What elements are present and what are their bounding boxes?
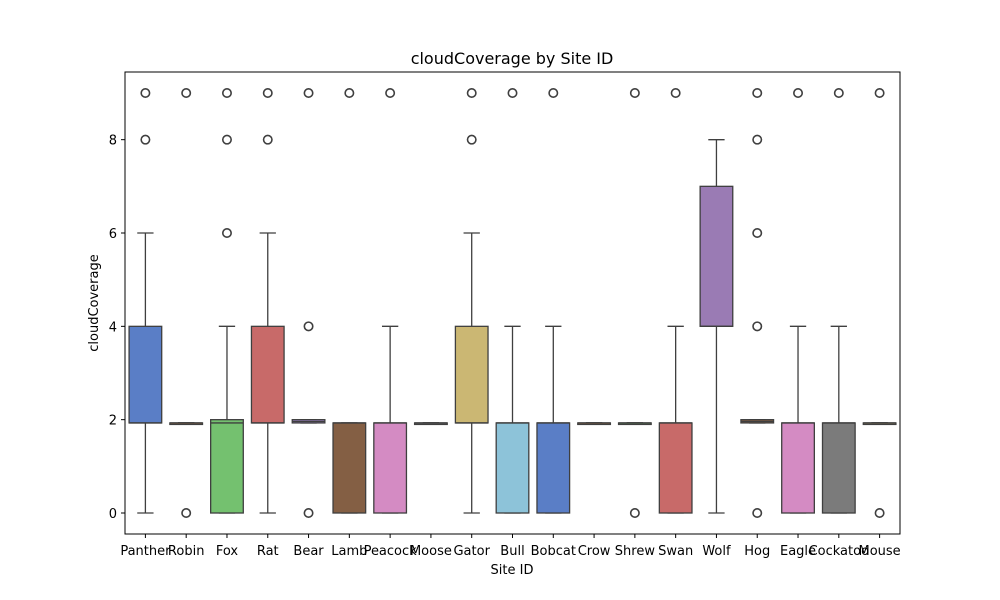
outlier-point	[303, 321, 314, 332]
x-tick-label: Shrew	[615, 544, 656, 559]
box-iqr	[332, 422, 367, 514]
x-tick-label: Bull	[500, 544, 524, 559]
box-iqr	[699, 185, 734, 327]
y-tick-label: 8	[109, 134, 117, 149]
outlier-point	[466, 134, 477, 145]
box-hog	[740, 88, 775, 518]
y-tick-label: 0	[109, 507, 117, 522]
x-tick-label: Moose	[410, 544, 452, 559]
outlier-point	[221, 134, 232, 145]
box-iqr	[454, 325, 489, 424]
outlier-point	[221, 228, 232, 239]
box-iqr	[373, 422, 408, 514]
outlier-point	[752, 88, 763, 99]
box-iqr	[821, 422, 856, 514]
x-tick-label: Bear	[293, 544, 324, 559]
outlier-point	[344, 88, 355, 99]
box-fox	[210, 88, 244, 514]
outlier-point	[752, 321, 763, 332]
outlier-point	[874, 507, 885, 518]
outlier-point	[793, 88, 804, 99]
outlier-point	[385, 88, 396, 99]
box-shrew	[617, 88, 652, 518]
chart-title: cloudCoverage by Site ID	[411, 49, 614, 68]
x-tick-label: Lamb	[331, 544, 367, 559]
box-cockatoo	[821, 88, 856, 514]
outlier-point	[262, 88, 273, 99]
box-panther	[128, 88, 163, 514]
outlier-point	[303, 507, 314, 518]
y-tick-label: 2	[109, 414, 117, 429]
box-wolf	[699, 139, 734, 514]
x-tick-label: Cockatoo	[809, 544, 869, 559]
outlier-point	[466, 88, 477, 99]
box-iqr	[250, 325, 285, 424]
x-tick-label: Panther	[120, 544, 171, 559]
x-tick-label: Hog	[744, 544, 770, 559]
box-peacock	[373, 88, 408, 514]
outlier-point	[752, 134, 763, 145]
outlier-point	[629, 88, 640, 99]
x-tick-label: Rat	[257, 544, 279, 559]
outlier-point	[221, 88, 232, 99]
y-tick-label: 4	[109, 320, 117, 335]
box-iqr	[128, 325, 163, 424]
box-robin	[169, 88, 204, 518]
box-bobcat	[536, 88, 571, 514]
x-tick-label: Crow	[578, 544, 611, 559]
box-iqr	[658, 422, 693, 514]
x-tick-label: Eagle	[780, 544, 816, 559]
box-iqr	[210, 419, 244, 514]
box-iqr	[495, 422, 530, 514]
box-mouse	[862, 88, 897, 518]
box-iqr	[781, 422, 815, 514]
box-eagle	[781, 88, 815, 514]
outlier-point	[140, 134, 151, 145]
outlier-point	[833, 88, 844, 99]
outlier-point	[181, 88, 192, 99]
outlier-point	[874, 88, 885, 99]
outlier-point	[629, 507, 640, 518]
outlier-point	[140, 88, 151, 99]
x-axis-label: Site ID	[491, 563, 534, 578]
outlier-point	[548, 88, 559, 99]
outlier-point	[752, 507, 763, 518]
y-axis: 0 2 4 6 8	[109, 134, 125, 522]
x-tick-label: Fox	[216, 544, 239, 559]
box-lamb	[332, 88, 367, 514]
x-tick-label: Robin	[168, 544, 205, 559]
outlier-point	[507, 88, 518, 99]
outlier-point	[181, 507, 192, 518]
y-tick-label: 6	[109, 227, 117, 242]
box-iqr	[536, 422, 571, 514]
box-gator	[454, 88, 489, 514]
box-moose	[413, 422, 448, 426]
x-tick-label: Swan	[658, 544, 693, 559]
outlier-point	[752, 228, 763, 239]
x-tick-label: Bobcat	[531, 544, 576, 559]
outlier-point	[262, 134, 273, 145]
box-rat	[250, 88, 285, 514]
plot-frame	[124, 71, 901, 535]
box-bull	[495, 88, 530, 514]
outlier-point	[670, 88, 681, 99]
x-tick-label: Mouse	[859, 544, 901, 559]
outlier-point	[303, 88, 314, 99]
x-tick-label: Wolf	[702, 544, 731, 559]
plot-area	[128, 88, 897, 518]
x-tick-label: Peacock	[364, 544, 418, 559]
box-bear	[291, 88, 326, 518]
x-tick-label: Gator	[453, 544, 490, 559]
box-swan	[658, 88, 693, 514]
box-crow	[577, 422, 612, 426]
y-axis-label: cloudCoverage	[87, 254, 102, 352]
